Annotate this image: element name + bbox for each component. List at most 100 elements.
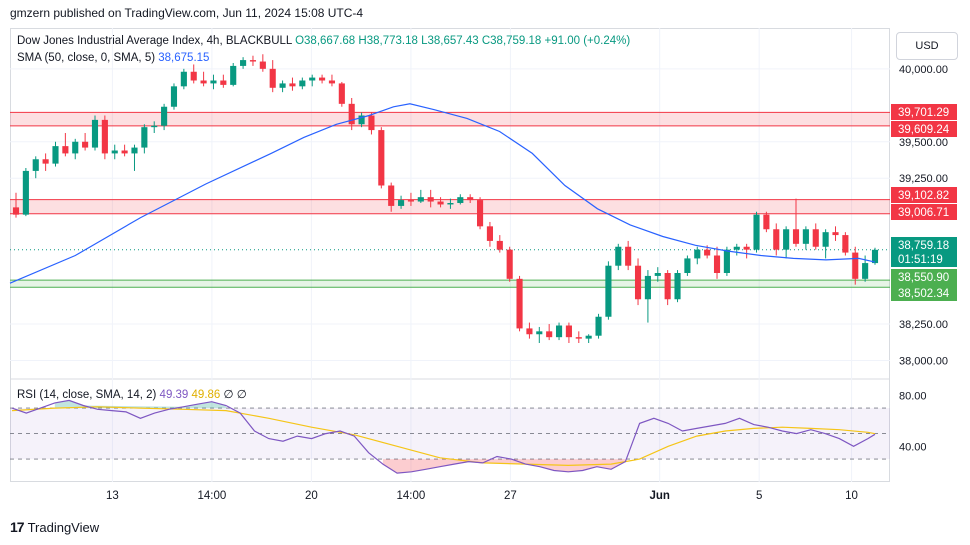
candle-body [447,203,454,205]
candle-body [832,232,839,236]
price-label: 39,006.71 [898,207,949,219]
candle-body [763,214,770,230]
ohlc-change: +91.00 (+0.24%) [544,35,631,47]
candle-body [368,115,375,131]
candle-body [585,335,592,339]
sma-label: SMA (50, close, 0, SMA, 5) [17,52,156,64]
candle-body [625,246,632,266]
candle-body [792,229,800,244]
price-label: 39,701.29 [898,107,949,119]
x-tick-label: 14:00 [198,490,227,502]
candle-body [319,77,326,81]
x-tick-label: 10 [845,490,858,502]
candle-body [773,229,780,250]
published-caption: gmzern published on TradingView.com, Jun… [10,6,364,20]
candle-body [506,249,513,279]
price-label: 38,550.90 [898,272,949,284]
candle-body [743,246,750,250]
x-tick-label: 14:00 [397,490,426,502]
candle-body [674,273,681,300]
rsi-y-tick-label: 80.00 [899,390,927,402]
symbol-title: Dow Jones Industrial Average Index, 4h, … [17,35,292,47]
candle-body [141,127,148,148]
candle-body [704,249,711,256]
price-label: 39,102.82 [898,190,949,202]
candle-body [871,249,879,264]
rsi-y-tick-label: 40.00 [899,441,927,453]
x-tick-label: Jun [649,490,669,502]
candle-body [733,246,740,250]
candle-body [72,141,79,154]
candle-body [378,130,385,186]
x-tick-label: 13 [106,490,119,502]
candle-body [684,258,691,273]
rsi-oversold-fill [382,459,626,474]
sma-value: 38,675.15 [158,52,210,64]
currency-button[interactable]: USD [896,32,958,60]
y-tick-label: 40,000.00 [899,64,948,76]
price-label-bg [891,104,957,120]
ohlc-low: L38,657.43 [421,35,479,47]
candle-body [694,249,701,259]
rsi-sma-value: 49.86 [191,389,221,401]
candle-body [427,197,434,202]
candle-body [42,159,49,164]
candle-body [200,80,207,84]
y-tick-label: 39,250.00 [899,173,948,185]
candle-body [467,197,474,201]
brand-name: TradingView [27,519,100,535]
candle-body [358,115,365,125]
candle-body [476,200,484,227]
x-tick-label: 27 [504,490,517,502]
candle-body [852,252,859,279]
candle-body [783,229,790,250]
candle-body [644,275,651,300]
candle-body [388,185,395,206]
main-legend: Dow Jones Industrial Average Index, 4h, … [17,35,630,47]
candle-body [496,240,503,250]
candle-body [654,273,661,276]
candle-body [417,197,424,202]
candle-body [555,325,563,338]
candle-body [713,255,721,273]
candle-body [516,278,523,329]
candle-body [842,235,849,253]
candle-body [279,83,286,88]
candle-body [52,146,59,164]
price-label: 01:51:19 [898,254,943,266]
candle-body [131,147,138,154]
price-label-bg [891,121,957,137]
chart-frame [10,28,890,482]
zone-band [10,280,890,288]
ohlc-high: H38,773.18 [358,35,418,47]
candle-body [190,71,197,81]
candle-body [32,159,39,171]
candle-body [862,263,869,279]
rsi-extra-2: ∅ [236,389,247,401]
price-label-bg [891,251,957,267]
candle-body [565,325,572,338]
candle-body [575,337,582,339]
candle-body [91,119,99,148]
candle-body [62,146,69,154]
candle-body [309,77,316,81]
candle-body [536,331,543,335]
x-tick-label: 5 [756,490,762,502]
candle-body [259,61,266,69]
candle-body [664,273,671,300]
x-tick-label: 20 [305,490,318,502]
price-label-bg [891,269,957,285]
candle-body [111,150,118,154]
zone-band [10,112,890,126]
candle-body [82,141,89,148]
candle-body [249,60,257,62]
y-tick-label: 39,500.00 [899,137,948,149]
candle-body [180,71,187,87]
candle-body [595,316,602,336]
candle-body [151,125,158,128]
sma-legend: SMA (50, close, 0, SMA, 5) 38,675.15 [17,52,209,64]
candle-body [348,103,355,125]
candle-body [328,80,336,84]
candle-body [338,83,345,104]
